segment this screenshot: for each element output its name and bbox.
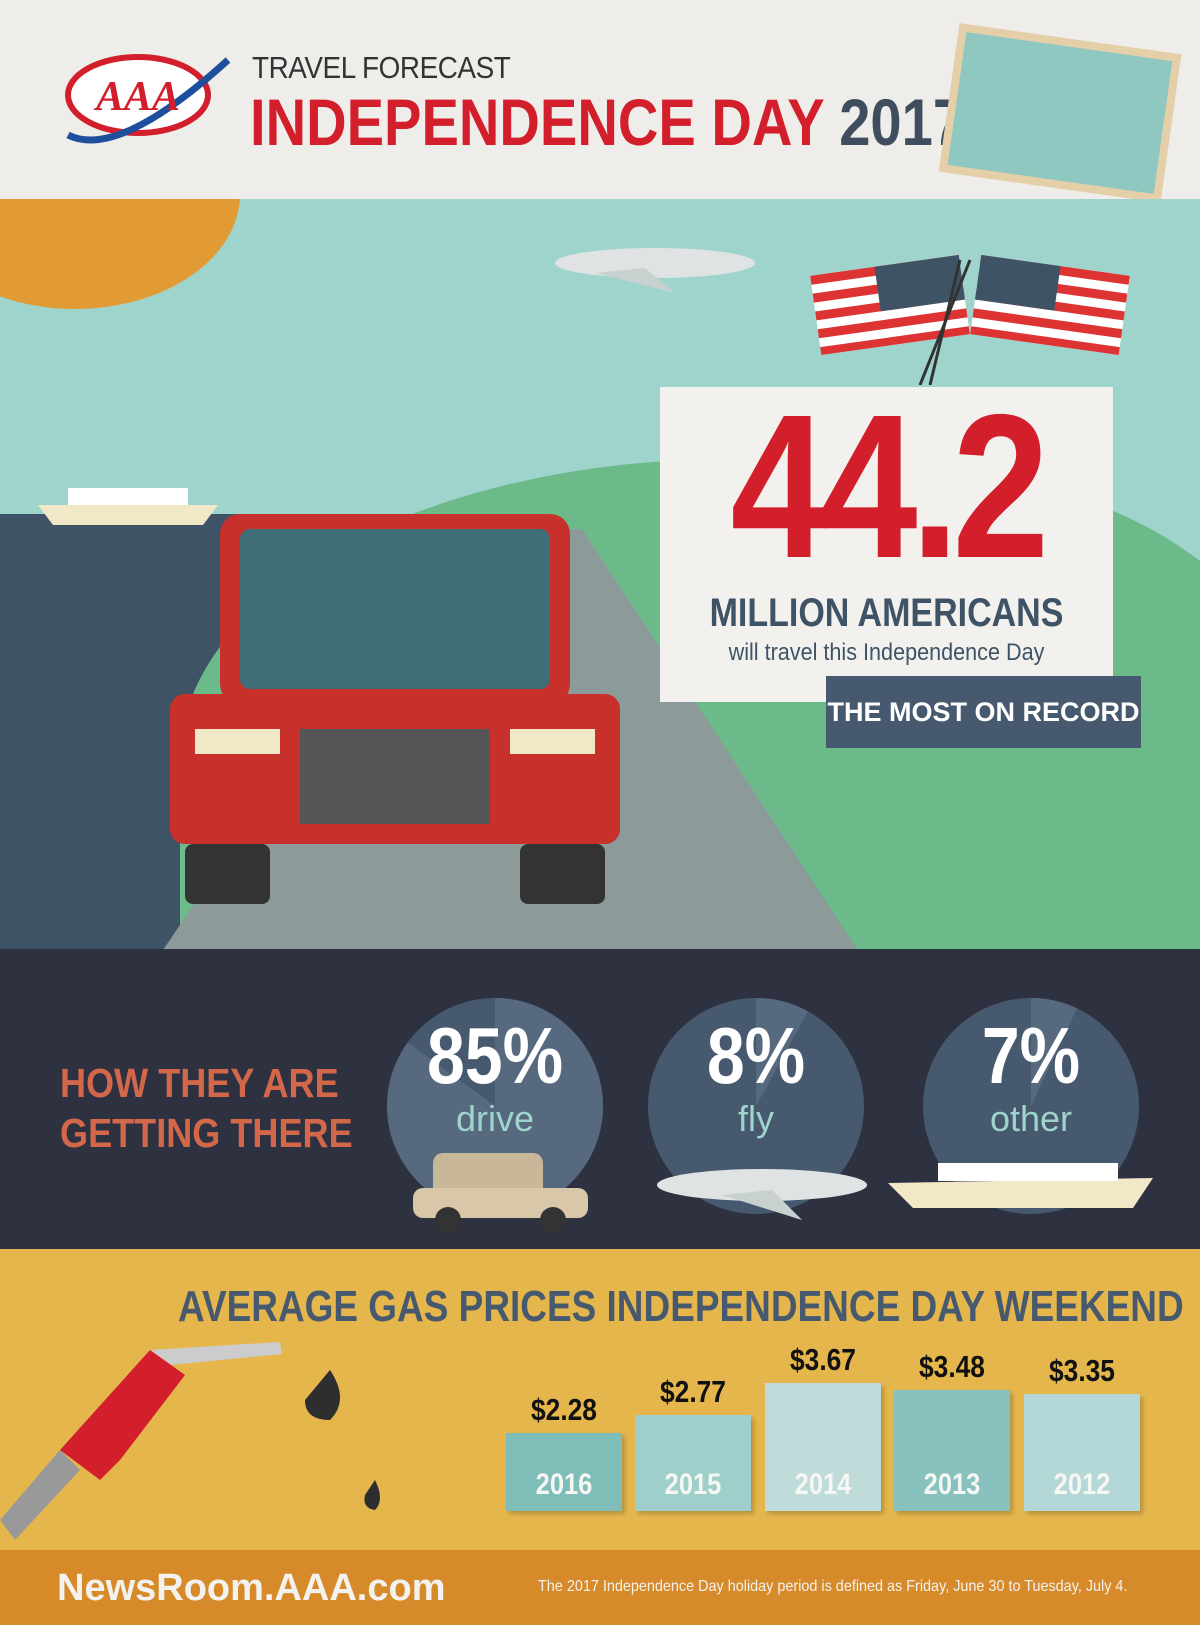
mode-pie-other: 7% other [923, 998, 1139, 1214]
gas-price-bar: 2014 [765, 1382, 881, 1511]
heading-line-2: GETTING THERE [60, 1110, 353, 1156]
bar-year-label: 2013 [923, 1467, 981, 1501]
traveler-count: 44.2 [730, 372, 1050, 601]
gas-price-bar: 2012 [1024, 1394, 1140, 1511]
mode-label: drive [455, 1098, 535, 1139]
traveler-caption: will travel this Independence Day [728, 639, 1045, 666]
traveler-unit: MILLION AMERICANS [709, 591, 1064, 635]
pie-chart [648, 998, 864, 1214]
bar-year-label: 2012 [1053, 1467, 1111, 1501]
cruise-ship-illustration [38, 488, 218, 525]
cruise-ship-icon [888, 1163, 1153, 1208]
aaa-logo: AAA [65, 54, 231, 144]
car-icon [413, 1153, 588, 1233]
mode-pie-fly: 8% fly [648, 998, 864, 1214]
bar-year-label: 2015 [664, 1467, 722, 1501]
title-text: INDEPENDENCE DAY [250, 85, 824, 159]
mode-percent: 85% [426, 1011, 564, 1100]
gas-price-bar: 2013 [894, 1389, 1010, 1511]
bar-year-label: 2016 [535, 1467, 593, 1501]
airplane-illustration [555, 248, 755, 293]
gas-chart-title: AVERAGE GAS PRICES INDEPENDENCE DAY WEEK… [178, 1282, 1184, 1331]
sun [0, 199, 240, 309]
travel-scene [0, 199, 1200, 949]
heading-line-1: HOW THEY ARE [60, 1060, 339, 1106]
subtitle: TRAVEL FORECAST [252, 50, 511, 85]
modes-heading: HOW THEY ARE GETTING THERE [60, 1058, 353, 1158]
airplane-icon [657, 1169, 867, 1220]
traveler-count-card: 44.2 MILLION AMERICANS will travel this … [660, 372, 1113, 702]
mode-percent: 8% [706, 1011, 806, 1100]
gas-price-label: $2.77 [660, 1374, 726, 1410]
mode-label: fly [738, 1098, 774, 1139]
footer [0, 1550, 1200, 1625]
pie-slice [756, 998, 809, 1106]
mode-label: other [989, 1098, 1073, 1139]
gas-price-label: $3.35 [1049, 1353, 1115, 1389]
us-map-postcard [938, 23, 1182, 203]
pie-slice [1031, 998, 1077, 1106]
svg-text:AAA: AAA [93, 74, 180, 120]
newsroom-link[interactable]: NewsRoom.AAA.com [57, 1567, 446, 1609]
record-badge: THE MOST ON RECORD [826, 676, 1141, 748]
holiday-period-note: The 2017 Independence Day holiday period… [538, 1578, 1128, 1595]
page-title: INDEPENDENCE DAY 2017 [250, 88, 964, 156]
american-flags [810, 255, 1130, 385]
pie-chart [923, 998, 1139, 1214]
gas-price-label: $3.67 [790, 1341, 856, 1377]
gas-price-bar: 2015 [635, 1415, 751, 1511]
mode-percent: 7% [981, 1011, 1081, 1100]
gas-price-bar: 2016 [506, 1432, 622, 1511]
bar-year-label: 2014 [794, 1467, 852, 1501]
gas-price-label: $2.28 [531, 1391, 597, 1427]
gas-price-label: $3.48 [919, 1348, 985, 1384]
gas-pump-nozzle-icon [0, 1342, 380, 1540]
red-car-illustration [170, 514, 620, 904]
